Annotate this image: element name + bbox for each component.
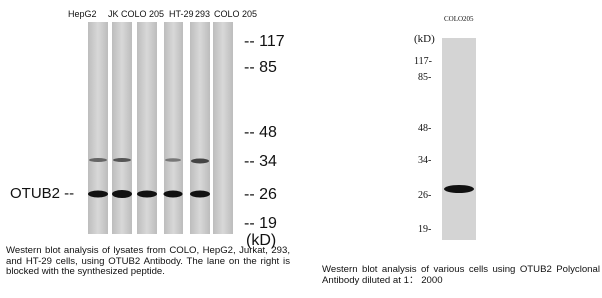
lane-label: COLO205 — [444, 15, 474, 23]
marker-label: 34- — [418, 155, 431, 166]
right-lane — [442, 38, 476, 240]
marker-label: 48- — [418, 123, 431, 134]
lane-label: JK — [108, 9, 119, 19]
marker-label: 85- — [418, 72, 431, 83]
lane-label: COLO 205 — [214, 9, 257, 19]
unit-label: (kD) — [414, 33, 435, 45]
marker-label: -- 34 — [244, 153, 277, 171]
lane-label: HT-29 — [169, 9, 194, 19]
marker-label: -- 117 — [244, 33, 285, 51]
protein-label: OTUB2 -- — [10, 185, 74, 202]
marker-label: -- 19 — [244, 215, 277, 233]
lane-label: 293 — [195, 9, 210, 19]
marker-label: -- 48 — [244, 124, 277, 142]
marker-label: 26- — [418, 190, 431, 201]
lane-label: COLO 205 — [121, 9, 164, 19]
marker-label: -- 85 — [244, 59, 277, 77]
caption: Western blot analysis of various cells u… — [322, 265, 600, 286]
caption: Western blot analysis of lysates from CO… — [6, 246, 290, 278]
marker-label: 117- — [414, 56, 432, 67]
marker-label: 19- — [418, 224, 431, 235]
figure: HepG2 JK COLO 205 HT-29 293 COLO 205 -- … — [0, 0, 602, 298]
lane-label: HepG2 — [68, 9, 97, 19]
marker-label: -- 26 — [244, 186, 277, 204]
left-lanes — [88, 22, 233, 234]
